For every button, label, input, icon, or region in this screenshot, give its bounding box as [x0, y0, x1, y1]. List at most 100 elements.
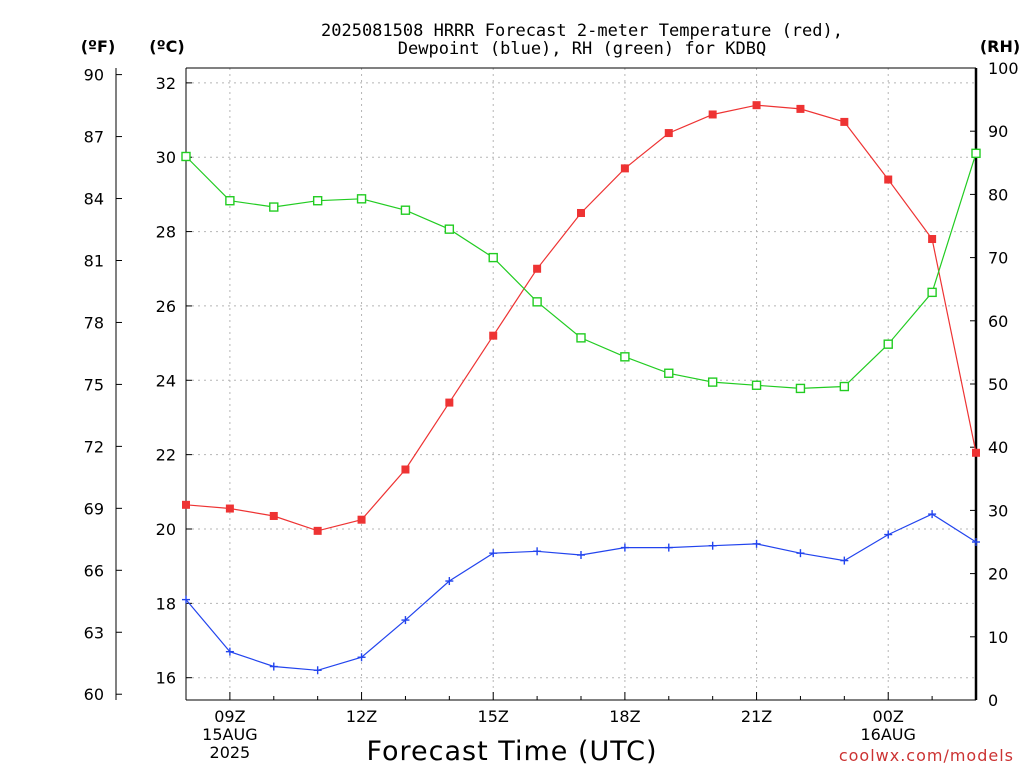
x-tick-label: 15AUG — [202, 725, 257, 744]
rh-tick-label: 0 — [988, 691, 998, 710]
rh-point — [971, 148, 981, 159]
rh-point — [576, 333, 586, 343]
temperature-point — [840, 117, 849, 126]
chart-title-line-1: 2025081508 HRRR Forecast 2-meter Tempera… — [321, 21, 843, 41]
temperature-point — [269, 511, 278, 520]
series-line-1 — [185, 513, 977, 671]
fahrenheit-tick-label: 87 — [84, 128, 104, 147]
celsius-tick-label: 18 — [156, 594, 176, 613]
temperature-point — [664, 129, 673, 138]
celsius-unit-label: (ºC) — [149, 37, 184, 56]
temperature-point — [533, 264, 542, 273]
fahrenheit-tick-label: 81 — [84, 251, 104, 270]
temperature-point — [445, 398, 454, 407]
x-axis-title: Forecast Time (UTC) — [366, 736, 657, 767]
data-series — [181, 101, 981, 675]
temperature-point — [357, 515, 366, 524]
x-tick-label: 2025 — [210, 743, 251, 762]
chart-title-line-2: Dewpoint (blue), RH (green) for KDBQ — [398, 39, 766, 59]
rh-point — [181, 151, 191, 162]
rh-point — [707, 377, 718, 387]
fahrenheit-tick-label: 84 — [84, 190, 104, 209]
series-line-2 — [185, 153, 977, 390]
rh-point — [532, 297, 542, 307]
rh-tick-label: 70 — [988, 249, 1008, 268]
rh-tick-label: 40 — [988, 438, 1008, 457]
rh-tick-label: 100 — [988, 59, 1019, 78]
x-tick-label: 18Z — [609, 707, 640, 726]
rh-point — [400, 205, 411, 215]
rh-point — [620, 352, 630, 362]
dewpoint-point — [313, 666, 322, 675]
dewpoint-point — [884, 530, 893, 539]
temperature-point — [313, 526, 322, 535]
rh-point — [795, 383, 806, 394]
fahrenheit-tick-label: 69 — [84, 499, 104, 518]
dewpoint-point — [577, 551, 585, 560]
rh-point — [664, 368, 674, 378]
x-tick-label: 15Z — [478, 707, 509, 726]
rh-tick-label: 80 — [988, 185, 1008, 204]
fahrenheit-tick-label: 60 — [84, 685, 104, 704]
temperature-point — [796, 104, 805, 113]
celsius-tick-label: 30 — [156, 148, 176, 167]
rh-unit-label: (RH) — [980, 37, 1020, 56]
celsius-tick-label: 20 — [156, 520, 176, 539]
fahrenheit-tick-label: 75 — [84, 375, 104, 394]
celsius-tick-label: 26 — [156, 297, 176, 316]
temperature-point — [225, 504, 234, 513]
temperature-point — [752, 101, 761, 110]
rh-tick-label: 30 — [988, 501, 1008, 520]
celsius-tick-label: 32 — [156, 74, 176, 93]
dewpoint-point — [796, 549, 805, 558]
x-tick-label: 21Z — [741, 707, 772, 726]
temperature-point — [928, 235, 937, 244]
rh-tick-label: 10 — [988, 628, 1008, 647]
rh-point — [225, 196, 235, 206]
rh-point — [488, 252, 498, 263]
fahrenheit-tick-label: 63 — [84, 623, 104, 642]
dewpoint-point — [182, 595, 190, 604]
temperature-point — [972, 448, 980, 457]
dewpoint-point — [620, 543, 629, 552]
x-tick-label: 09Z — [214, 707, 245, 726]
fahrenheit-tick-label: 72 — [84, 437, 104, 456]
x-tick-label: 16AUG — [861, 725, 916, 744]
dewpoint-point — [972, 538, 980, 546]
celsius-tick-label: 28 — [156, 223, 176, 242]
dewpoint-point — [752, 539, 761, 548]
dewpoint-point — [401, 616, 410, 625]
temperature-point — [708, 110, 717, 119]
x-tick-label: 12Z — [346, 707, 377, 726]
fahrenheit-unit-label: (ºF) — [81, 37, 116, 56]
celsius-tick-label: 24 — [156, 371, 176, 390]
dewpoint-point — [489, 549, 498, 558]
temperature-point — [182, 500, 190, 509]
dewpoint-point — [664, 543, 673, 552]
fahrenheit-tick-label: 66 — [84, 561, 104, 580]
dewpoint-point — [357, 653, 366, 662]
rh-tick-label: 60 — [988, 312, 1008, 331]
dewpoint-point — [445, 577, 454, 586]
x-tick-label: 00Z — [873, 707, 904, 726]
temperature-point — [401, 465, 410, 474]
rh-point — [356, 194, 367, 204]
axes: 60 63 66 69 72 75 78 81 84 87 90 16 18 20 22 24 26 28 30 32… — [84, 59, 1019, 762]
rh-point — [839, 381, 850, 392]
rh-point — [312, 196, 323, 206]
dewpoint-point — [269, 662, 278, 671]
temperature-point — [884, 175, 893, 184]
rh-point — [751, 380, 762, 390]
rh-tick-label: 50 — [988, 375, 1008, 394]
fahrenheit-tick-label: 90 — [84, 66, 104, 85]
rh-point — [883, 339, 893, 349]
series-line-0 — [185, 104, 977, 532]
grid-lines — [186, 68, 976, 700]
dewpoint-point — [708, 541, 717, 550]
dewpoint-point — [533, 547, 542, 556]
celsius-tick-label: 16 — [156, 669, 176, 688]
temperature-point — [620, 164, 629, 173]
dewpoint-point — [225, 647, 234, 656]
celsius-tick-label: 22 — [156, 446, 176, 465]
